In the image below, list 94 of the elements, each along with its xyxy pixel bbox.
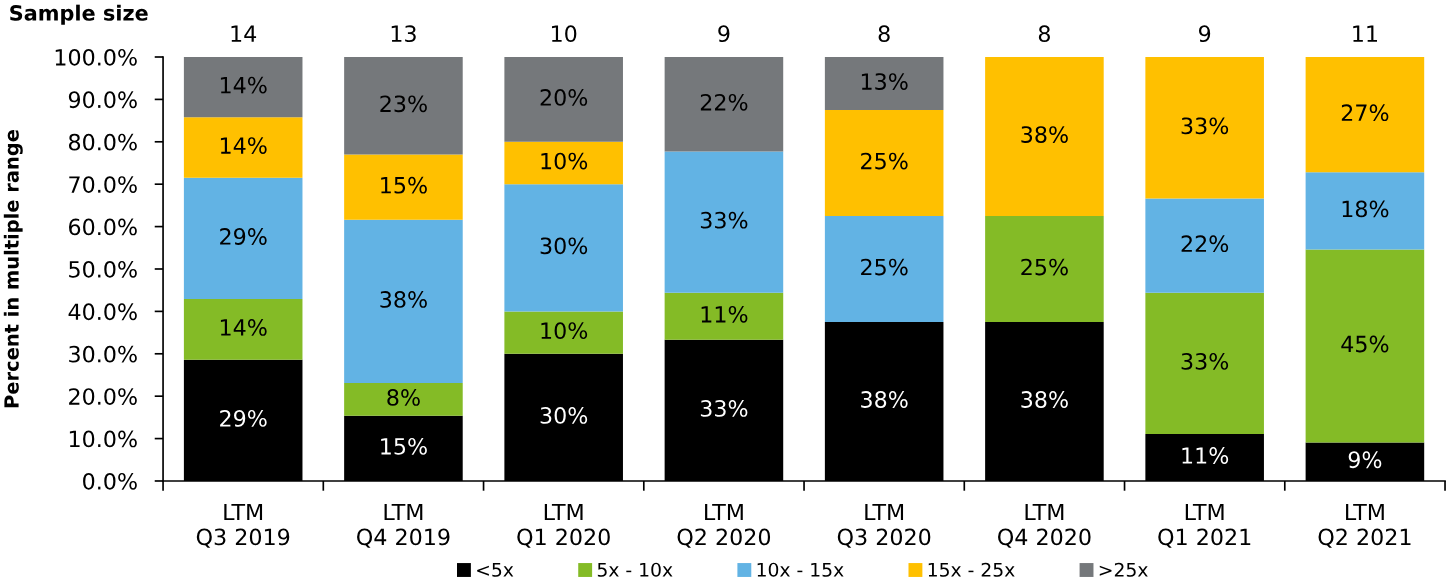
data-label: 15% [381,437,427,455]
data-label: 14% [220,137,267,154]
data-label: 38% [1021,391,1068,408]
bar [664,151,784,293]
bar [1145,57,1264,199]
x-tick-label: LTM Q4 2020 [998,503,1091,548]
data-label: 33% [700,400,748,417]
y-axis-title: Percent in multiple range [3,130,23,408]
data-label: 30% [540,237,588,255]
data-label: 11% [701,305,748,323]
data-label: 18% [1342,200,1389,218]
legend-label: <5x [477,562,514,577]
y-tick-label: 40.0% [68,303,137,321]
data-label: 33% [700,211,748,229]
y-tick-label: 90.0% [68,91,137,109]
bar [985,215,1104,322]
data-label: 20% [540,89,588,106]
data-label: 38% [861,391,908,408]
text: 9 [718,25,730,43]
bar [344,219,463,384]
y-tick-label: 30.0% [69,345,137,363]
bar [504,184,623,312]
bar [1145,198,1264,293]
bar [664,292,784,340]
y-tick-label: 10.0% [69,430,137,448]
data-label: 33% [1181,352,1229,370]
bar [344,383,463,416]
text: 8 [878,25,890,43]
bar [504,57,623,142]
data-label: 10% [541,322,588,340]
data-label: 11% [1182,447,1229,464]
data-label: 38% [380,291,427,308]
bar [1305,172,1425,250]
legend-label: 5x - 10x [597,562,673,577]
bar [504,141,623,185]
text: 14 [231,25,257,42]
x-tick-label: LTM Q1 2021 [1158,503,1251,548]
x-tick-label: LTM Q3 2019 [196,503,290,548]
text: 8 [1038,25,1050,43]
bar [1145,292,1264,434]
bar [344,154,463,220]
text: 10 [551,25,577,43]
y-tick-label: 60.0% [69,218,137,236]
y-tick-label: 100.0% [55,48,137,66]
x-tick-label: LTM Q2 2021 [1318,503,1411,548]
data-label: 9% [1348,451,1382,469]
data-label: 25% [861,258,908,276]
bar [183,177,303,300]
data-label: 25% [1021,258,1068,276]
data-label: 22% [1181,235,1229,253]
data-label: 22% [700,93,748,111]
y-tick-label: 0.0% [83,472,137,490]
data-label: 29% [220,409,267,427]
data-label: 15% [381,176,427,194]
bar [183,299,303,360]
bar [824,57,944,110]
text: Sample size [10,4,148,25]
y-tick-label: 80.0% [68,133,137,151]
y-tick-label: 50.0% [69,260,137,278]
data-label: 13% [861,73,908,90]
data-label: 38% [1021,126,1068,143]
bar [344,57,463,155]
y-tick-label: 70.0% [69,176,137,193]
text: 13 [391,25,416,43]
data-label: 8% [387,389,420,406]
bar [824,110,944,216]
legend-label: >25x [1099,562,1148,577]
bar [1305,57,1425,173]
data-label: 25% [861,152,908,170]
bar [664,57,784,152]
data-label: 14% [220,319,267,336]
y-tick-label: 20.0% [69,388,137,405]
data-label: 45% [1341,335,1389,353]
x-tick-label: LTM Q4 2019 [357,503,450,548]
bar [504,311,623,354]
bar [824,215,944,322]
legend-label: 15x - 25x [928,562,1015,577]
text: 11 [1353,25,1377,42]
bar [1305,249,1425,443]
data-label: 10% [541,152,588,170]
data-label: 14% [220,76,267,94]
bar [183,117,303,178]
x-tick-label: LTM Q2 2020 [677,503,771,548]
legend-label: 10x - 15x [757,562,844,577]
x-tick-label: LTM Q3 2020 [837,503,931,548]
bar [985,57,1104,216]
bar [183,57,303,118]
data-label: 30% [540,407,588,424]
data-label: 29% [220,228,267,245]
data-label: 27% [1341,104,1389,122]
x-tick-label: LTM Q1 2020 [517,503,610,548]
data-label: 33% [1181,117,1229,135]
text: 9 [1198,25,1211,43]
data-label: 23% [380,95,427,113]
